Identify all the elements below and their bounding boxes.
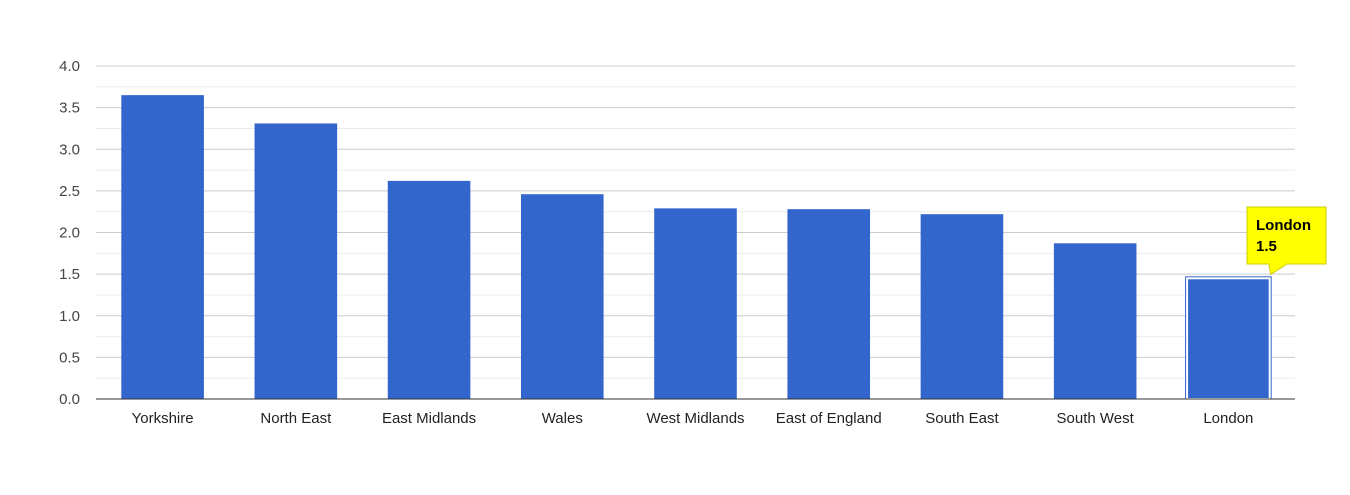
bar-south-east[interactable] bbox=[920, 214, 1004, 399]
x-category-label: Wales bbox=[542, 410, 583, 427]
tooltip-box bbox=[1246, 206, 1327, 276]
y-tick-label: 0.5 bbox=[59, 349, 80, 366]
x-category-label: South West bbox=[1057, 410, 1135, 427]
x-category-label: North East bbox=[260, 410, 332, 427]
tooltip: London 1.5 bbox=[1246, 206, 1327, 276]
bars bbox=[121, 95, 1272, 401]
x-category-label: East Midlands bbox=[382, 410, 476, 427]
bar-yorkshire[interactable] bbox=[121, 95, 204, 399]
bar-east-of-england[interactable] bbox=[787, 209, 871, 399]
bar-wales[interactable] bbox=[520, 194, 604, 399]
y-tick-label: 1.5 bbox=[59, 266, 80, 283]
y-tick-label: 4.0 bbox=[59, 58, 80, 75]
x-category-label: East of England bbox=[776, 410, 882, 427]
y-tick-label: 3.0 bbox=[59, 141, 80, 158]
x-category-label: London bbox=[1203, 410, 1253, 427]
bar-london[interactable] bbox=[1186, 277, 1271, 401]
y-tick-label: 3.5 bbox=[59, 100, 80, 117]
x-category-label: West Midlands bbox=[646, 410, 744, 427]
labels: 0.0 0.5 1.0 1.5 2.0 2.5 3.0 3.5 4.0 Yorkshire Nort… bbox=[59, 58, 1253, 427]
y-tick-label: 2.0 bbox=[59, 225, 80, 242]
bar-south-west[interactable] bbox=[1053, 243, 1137, 399]
bar-east-midlands[interactable] bbox=[387, 180, 471, 399]
x-category-label: South East bbox=[925, 410, 999, 427]
y-tick-label: 2.5 bbox=[59, 183, 80, 200]
x-category-label: Yorkshire bbox=[132, 410, 194, 427]
tooltip-title: London bbox=[1256, 217, 1311, 234]
bar-west-midlands[interactable] bbox=[654, 208, 737, 399]
bar-north-east[interactable] bbox=[254, 123, 338, 399]
tooltip-value: 1.5 bbox=[1256, 238, 1277, 255]
y-tick-label: 0.0 bbox=[59, 391, 80, 408]
y-tick-label: 1.0 bbox=[59, 308, 80, 325]
